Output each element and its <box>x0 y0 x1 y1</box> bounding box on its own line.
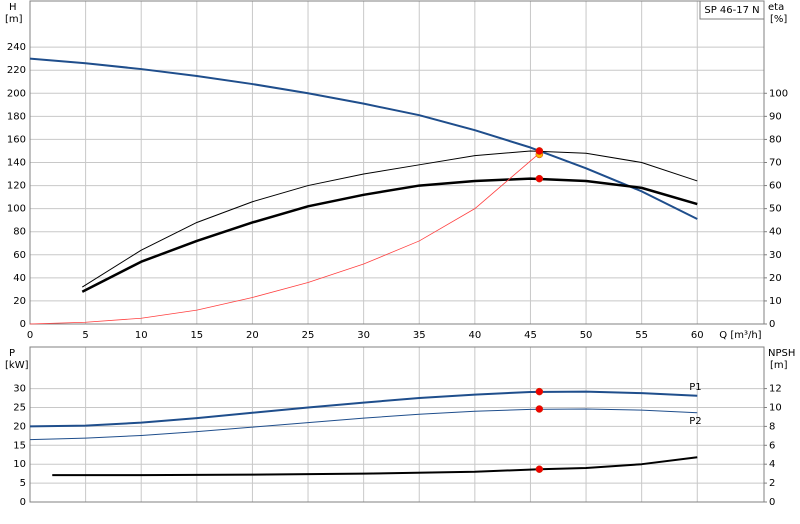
y2-axis-label: NPSH <box>768 348 795 359</box>
y-tick-label: 160 <box>7 134 26 145</box>
y2-tick-label: 12 <box>769 384 782 395</box>
y-tick-label: 0 <box>20 319 26 330</box>
curve <box>82 150 698 288</box>
y2-tick-label: 20 <box>769 273 782 284</box>
operating-point <box>535 465 544 473</box>
y-axis-label: H <box>9 2 17 13</box>
y-tick-label: 25 <box>13 402 26 413</box>
curve <box>29 152 540 325</box>
y2-tick-label: 40 <box>769 227 782 238</box>
series-label: P1 <box>689 382 701 393</box>
y2-axis-unit: [m] <box>770 360 788 371</box>
plot-frame <box>29 346 765 503</box>
y-tick-label: 240 <box>7 42 26 53</box>
x-axis-label: Q [m³/h] <box>719 330 761 341</box>
curve <box>29 57 698 220</box>
y-tick-label: 140 <box>7 158 26 169</box>
y2-tick-label: 80 <box>769 134 782 145</box>
annotation-box <box>699 0 765 20</box>
x-tick-label: 0 <box>27 330 33 341</box>
operating-point <box>535 387 544 396</box>
y2-tick-label: 70 <box>769 158 782 169</box>
x-tick-label: 5 <box>82 330 88 341</box>
x-tick-label: 30 <box>357 330 370 341</box>
x-tick-label: 40 <box>468 330 481 341</box>
y2-tick-label: 10 <box>769 296 782 307</box>
y-axis-unit: [kW] <box>5 360 29 371</box>
y2-axis-unit: [%] <box>770 14 787 25</box>
y-tick-label: 30 <box>13 384 26 395</box>
y2-tick-label: 0 <box>769 497 775 508</box>
y-tick-label: 60 <box>13 250 26 261</box>
operating-point <box>535 405 544 413</box>
y-tick-label: 180 <box>7 111 26 122</box>
x-tick-label: 45 <box>524 330 537 341</box>
x-tick-label: 35 <box>413 330 426 341</box>
y2-tick-label: 60 <box>769 181 782 192</box>
annotation: SP 46-17 N <box>704 5 759 16</box>
y2-tick-label: 4 <box>769 459 775 470</box>
x-tick-label: 25 <box>302 330 315 341</box>
y2-tick-label: 10 <box>769 402 782 413</box>
x-tick-label: 10 <box>135 330 148 341</box>
y2-tick-label: 8 <box>769 421 775 432</box>
y-axis-unit: [m] <box>5 14 23 25</box>
y-tick-label: 200 <box>7 88 26 99</box>
curve <box>81 177 698 293</box>
y-tick-label: 10 <box>13 459 26 470</box>
operating-point <box>535 174 544 183</box>
y2-tick-label: 100 <box>769 88 788 99</box>
x-tick-label: 55 <box>635 330 648 341</box>
curve <box>52 456 698 477</box>
y-tick-label: 220 <box>7 65 26 76</box>
y2-tick-label: 6 <box>769 440 775 451</box>
y-tick-label: 80 <box>13 227 26 238</box>
curve <box>29 390 698 428</box>
y-tick-label: 40 <box>13 273 26 284</box>
y2-tick-label: 30 <box>769 250 782 261</box>
y-tick-label: 0 <box>20 497 26 508</box>
y-tick-label: 20 <box>13 421 26 432</box>
y2-tick-label: 50 <box>769 204 782 215</box>
operating-point <box>535 147 544 155</box>
y-axis-label: P <box>9 348 15 359</box>
series-label: P2 <box>689 416 701 427</box>
plot-frame <box>29 0 765 325</box>
y-tick-label: 5 <box>20 478 26 489</box>
y2-tick-label: 90 <box>769 111 782 122</box>
y-tick-label: 15 <box>13 440 26 451</box>
y-tick-label: 100 <box>7 204 26 215</box>
y-tick-label: 20 <box>13 296 26 307</box>
y2-tick-label: 0 <box>769 319 775 330</box>
x-tick-label: 15 <box>190 330 203 341</box>
x-tick-label: 60 <box>691 330 704 341</box>
y2-tick-label: 2 <box>769 478 775 489</box>
y2-axis-label: eta <box>768 2 784 13</box>
y-tick-label: 120 <box>7 181 26 192</box>
curve <box>29 408 698 441</box>
x-tick-label: 20 <box>246 330 259 341</box>
x-tick-label: 50 <box>580 330 593 341</box>
